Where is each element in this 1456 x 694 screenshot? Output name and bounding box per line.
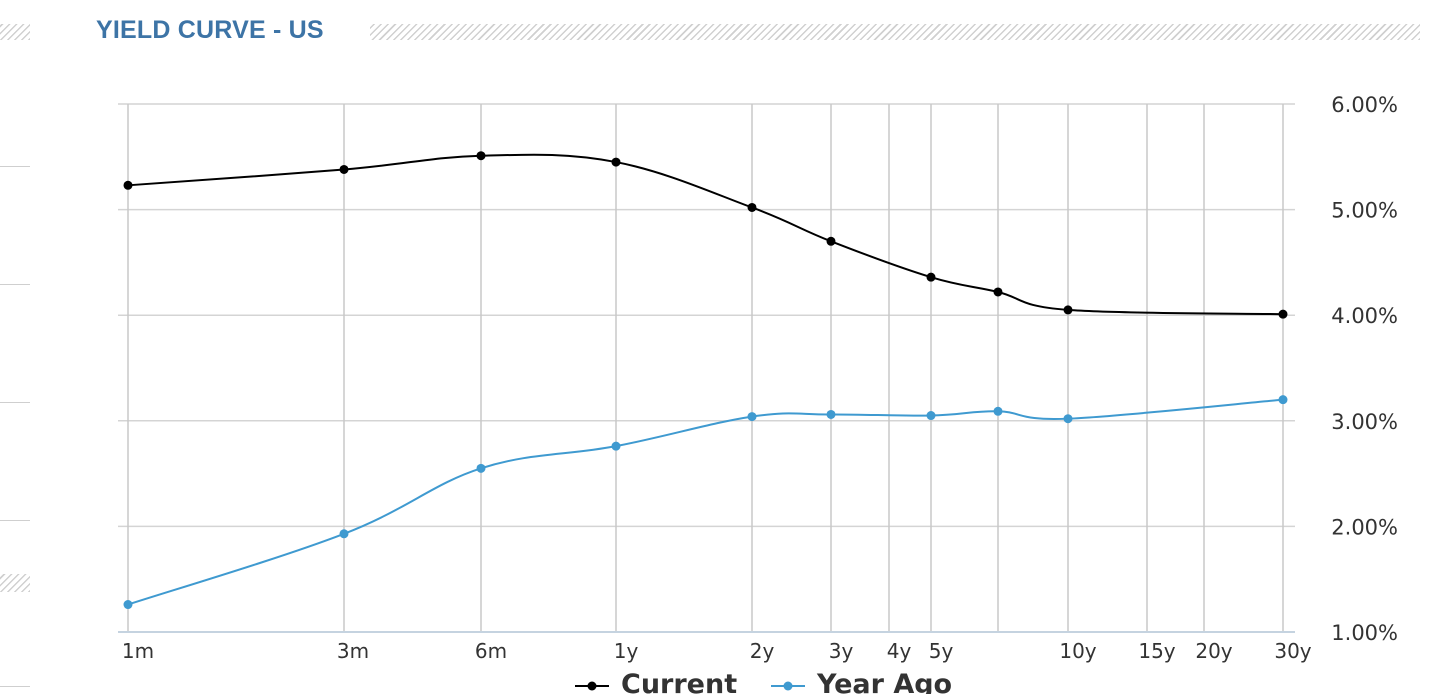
data-point-current: [123, 180, 133, 190]
left-divider-5: [0, 686, 30, 687]
y-tick-label: 6.00%: [1331, 93, 1398, 117]
data-point-current: [1278, 309, 1288, 319]
left-hatch-top: [0, 24, 30, 40]
data-point-current: [747, 202, 757, 212]
x-tick-label: 1y: [614, 639, 639, 663]
left-divider-4: [0, 520, 30, 521]
data-point-current: [1063, 305, 1073, 315]
left-divider-3: [0, 402, 30, 403]
data-point-year-ago: [1063, 414, 1073, 424]
x-tick-label: 6m: [475, 639, 507, 663]
data-point-year-ago: [476, 463, 486, 473]
data-point-year-ago: [611, 441, 621, 451]
series-layer: [123, 151, 1288, 610]
data-point-year-ago: [123, 600, 133, 610]
x-tick-label: 5y: [929, 639, 954, 663]
data-point-current: [826, 236, 836, 246]
data-point-current: [611, 157, 621, 167]
x-tick-label: 3y: [829, 639, 854, 663]
legend-label-year-ago: Year Ago: [816, 669, 952, 694]
data-point-year-ago: [747, 412, 757, 422]
y-tick-label: 2.00%: [1331, 515, 1398, 539]
title-hatch-bar: [370, 24, 1420, 40]
grid-layer: [118, 103, 1295, 633]
legend-label-current: Current: [621, 669, 737, 694]
legend-marker-year-ago: [783, 681, 793, 691]
x-tick-label: 2y: [750, 639, 775, 663]
data-point-year-ago: [339, 529, 349, 539]
left-hatch-bottom: [0, 574, 30, 592]
legend-marker-current: [587, 681, 597, 691]
legend: Current Year Ago: [575, 669, 952, 694]
y-tick-label: 4.00%: [1331, 304, 1398, 328]
y-tick-label: 1.00%: [1331, 621, 1398, 645]
data-point-year-ago: [826, 409, 836, 419]
axis-labels: 6.00% 5.00% 4.00% 3.00% 2.00% 1.00% 1m 3m 6m 1y 2y…: [122, 93, 1398, 663]
x-tick-label: 10y: [1059, 639, 1096, 663]
x-tick-label: 4y: [887, 639, 912, 663]
x-tick-label: 1m: [122, 639, 154, 663]
x-tick-label: 20y: [1195, 639, 1232, 663]
left-divider-1: [0, 166, 30, 167]
data-point-year-ago: [993, 406, 1003, 416]
left-divider-2: [0, 284, 30, 285]
data-point-current: [926, 272, 936, 282]
x-tick-label: 30y: [1274, 639, 1311, 663]
data-point-current: [476, 151, 486, 161]
data-point-year-ago: [1278, 395, 1288, 405]
series-line-year-ago: [127, 398, 1284, 606]
series-line-current: [127, 153, 1284, 316]
x-tick-label: 3m: [337, 639, 369, 663]
data-point-current: [993, 287, 1003, 297]
y-tick-label: 5.00%: [1331, 199, 1398, 223]
data-point-year-ago: [926, 411, 936, 421]
x-tick-label: 15y: [1138, 639, 1175, 663]
page-title: YIELD CURVE - US: [96, 16, 324, 44]
y-tick-label: 3.00%: [1331, 410, 1398, 434]
data-point-current: [339, 164, 349, 174]
